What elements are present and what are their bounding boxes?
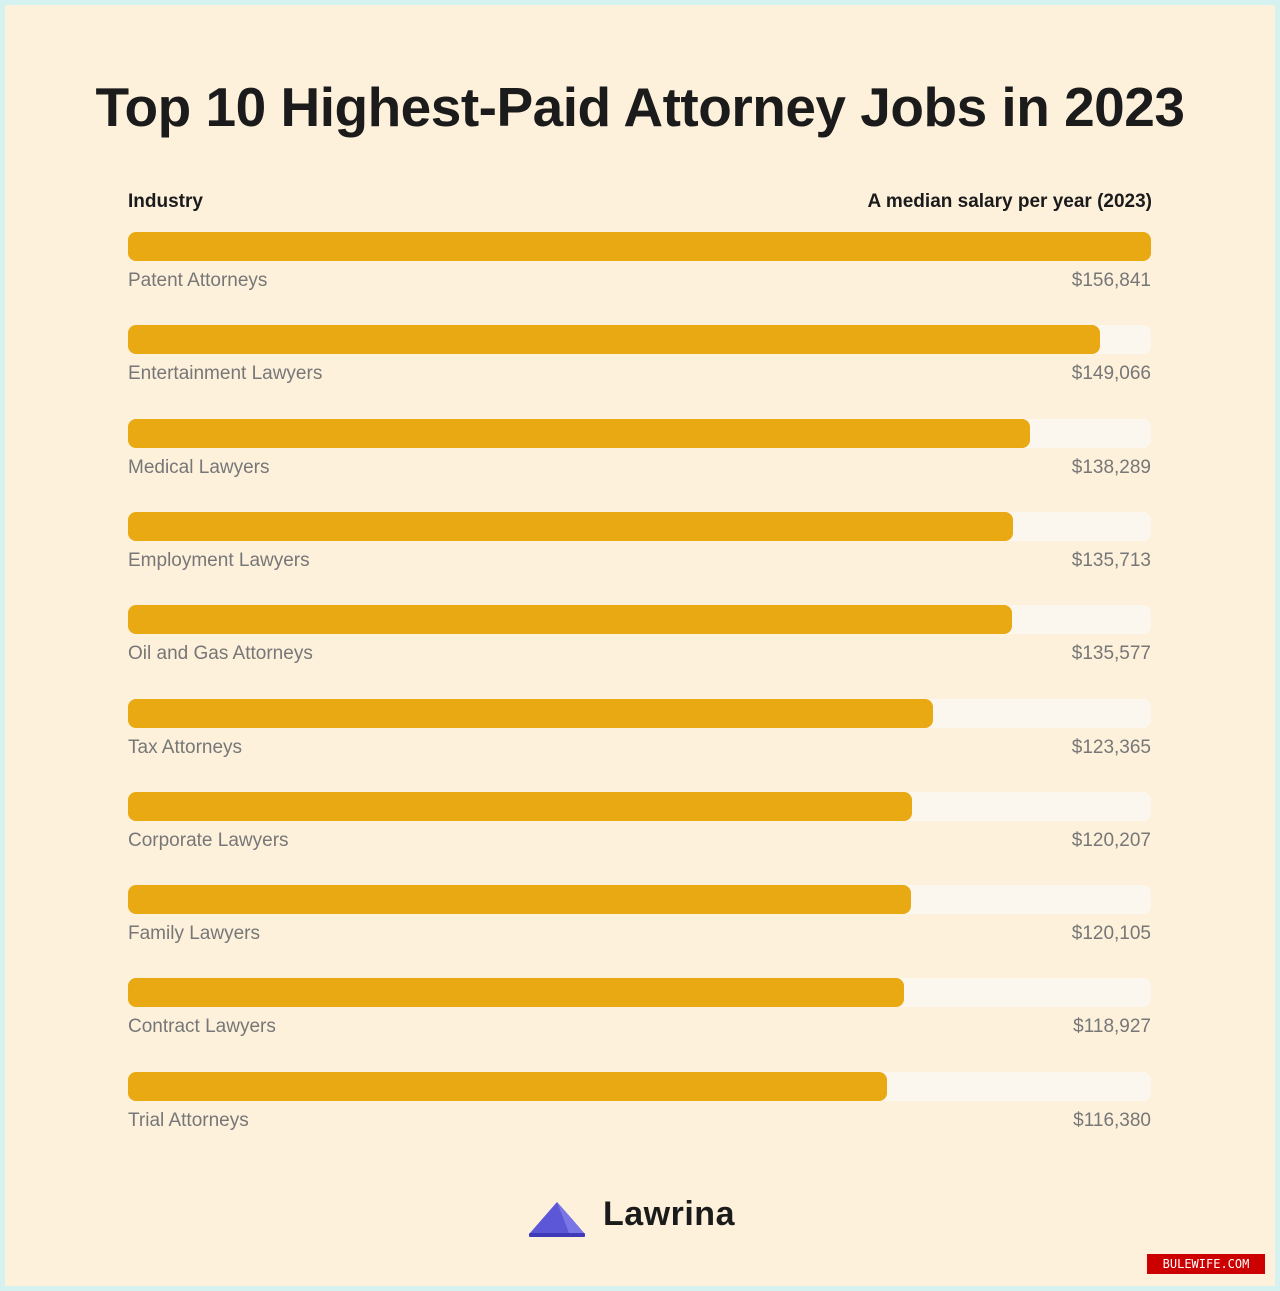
- bar-row: Trial Attorneys $116,380: [128, 1071, 1151, 1142]
- bar-track: [128, 418, 1151, 448]
- bar-category-label: Trial Attorneys: [128, 1109, 249, 1131]
- bar: [128, 325, 1101, 355]
- bar-row: Contract Lawyers $118,927: [128, 978, 1151, 1048]
- infographic-card: Top 10 Highest-Paid Attorney Jobs in 202…: [5, 5, 1275, 1286]
- bar-value-label: $135,577: [1071, 643, 1151, 665]
- bar-category-label: Patent Attorneys: [128, 270, 268, 291]
- bar-row: Medical Lawyers $138,289: [128, 418, 1151, 489]
- watermark: BULEWIFE.COM: [1147, 1254, 1265, 1274]
- bar: [128, 1071, 888, 1101]
- brand-name: Lawrina: [603, 1195, 735, 1233]
- bar-value-label: $120,105: [1071, 923, 1151, 945]
- bar-row: Tax Attorneys $123,365: [128, 698, 1151, 769]
- bar-track: [128, 885, 1151, 915]
- bar-row: Corporate Lawyers $120,207: [128, 791, 1151, 862]
- bar: [128, 978, 904, 1008]
- bar-track: [128, 605, 1151, 635]
- bar-category-label: Employment Lawyers: [128, 549, 310, 571]
- bar-category-label: Entertainment Lawyers: [128, 363, 323, 385]
- chart-title: Top 10 Highest-Paid Attorney Jobs in 202…: [95, 76, 1185, 138]
- bar-value-label: $156,841: [1071, 270, 1151, 291]
- column-header-salary: A median salary per year (2023): [867, 191, 1152, 212]
- bar-track: [128, 698, 1151, 728]
- bar-value-label: $118,927: [1073, 1016, 1151, 1038]
- bar: [128, 511, 1014, 541]
- bar-track: [128, 978, 1151, 1008]
- bar-category-label: Corporate Lawyers: [128, 829, 289, 851]
- bar-category-label: Family Lawyers: [128, 923, 260, 945]
- bar-category-label: Contract Lawyers: [128, 1016, 276, 1038]
- bar-value-label: $135,713: [1071, 549, 1151, 571]
- bar-row: Patent Attorneys $156,841: [128, 232, 1151, 302]
- bar-row: Family Lawyers $120,105: [128, 885, 1151, 955]
- bar-row: Entertainment Lawyers $149,066: [128, 325, 1151, 395]
- bar-category-label: Oil and Gas Attorneys: [128, 643, 313, 665]
- bar: [128, 885, 912, 915]
- bar-value-label: $149,066: [1071, 363, 1151, 385]
- bar-track: [128, 1071, 1151, 1101]
- bar-row: Oil and Gas Attorneys $135,577: [128, 605, 1151, 675]
- bar-track: [128, 511, 1151, 541]
- bar-value-label: $138,289: [1071, 456, 1151, 478]
- bar-track: [128, 232, 1151, 261]
- bar-category-label: Medical Lawyers: [128, 456, 270, 478]
- bar: [128, 232, 1151, 261]
- bar-track: [128, 791, 1151, 821]
- bar-category-label: Tax Attorneys: [128, 736, 243, 758]
- column-header-industry: Industry: [128, 191, 203, 212]
- bar: [128, 698, 933, 728]
- bar: [128, 791, 913, 821]
- bar-value-label: $120,207: [1071, 829, 1151, 851]
- bar-row: Employment Lawyers $135,713: [128, 511, 1151, 582]
- bar: [128, 418, 1030, 448]
- bar-value-label: $116,380: [1073, 1109, 1151, 1131]
- lawrina-triangle-logo-icon: [529, 1202, 585, 1237]
- bar: [128, 605, 1013, 635]
- bar-track: [128, 325, 1151, 355]
- bar-value-label: $123,365: [1071, 736, 1151, 758]
